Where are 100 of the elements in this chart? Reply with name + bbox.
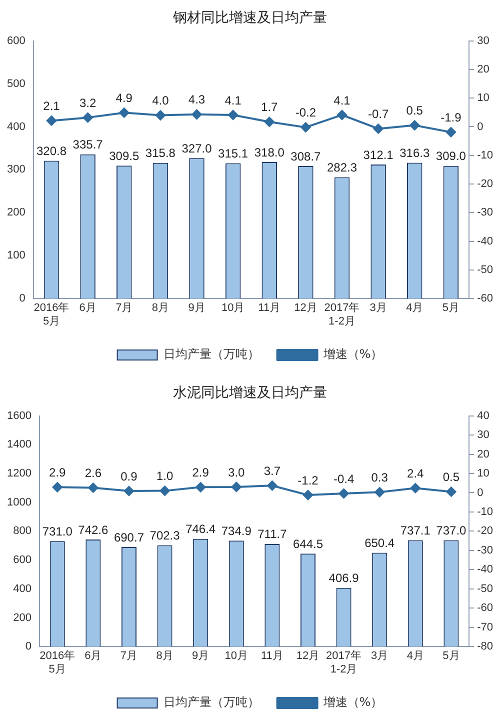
point: [228, 110, 238, 120]
y2-tick-label: -40: [477, 235, 494, 248]
data-label: 2.9: [192, 465, 210, 480]
y2-tick-label: -50: [477, 264, 494, 276]
point: [231, 482, 242, 492]
point: [119, 108, 130, 118]
data-label: 644.5: [292, 536, 324, 551]
x-tick-label: 5月: [442, 302, 460, 314]
data-label: 0.5: [406, 104, 424, 118]
data-label: 318.0: [254, 145, 285, 160]
y-tick-label: 1000: [6, 496, 32, 508]
data-label: 3.2: [79, 96, 96, 110]
point: [374, 487, 385, 498]
data-label: 282.3: [326, 160, 358, 175]
point: [338, 488, 349, 499]
x-tick-label: 8月: [156, 650, 174, 662]
y2-tick-label: 0: [477, 486, 484, 499]
y2-tick-label: 20: [477, 448, 490, 460]
y-tick-label: 1200: [6, 468, 32, 480]
data-label: 309.5: [109, 148, 140, 163]
point: [302, 490, 313, 500]
data-label: 742.6: [78, 522, 109, 537]
y2-tick-label: 10: [477, 92, 490, 104]
chart-title: 水泥同比增速及日均产量: [173, 385, 327, 402]
chart-title: 钢材同比增速及日均产量: [172, 10, 327, 26]
x-tick-label: 12月: [294, 302, 318, 314]
y2-tick-label: 30: [477, 34, 490, 47]
y-tick-label: 600: [6, 34, 26, 47]
point: [410, 483, 420, 494]
point: [124, 486, 134, 496]
point: [446, 486, 456, 497]
y-tick-label: 800: [13, 525, 32, 538]
data-label: 3.0: [228, 465, 246, 480]
data-label: 1.7: [261, 100, 278, 114]
y2-tick-label: -70: [477, 621, 494, 634]
y2-tick-label: -50: [477, 582, 494, 595]
data-label: 1.0: [156, 469, 174, 484]
point: [196, 482, 206, 492]
data-label: 737.0: [436, 524, 467, 538]
x-tick-label: 5月: [442, 650, 460, 662]
data-label: 731.0: [42, 524, 73, 538]
data-label: 737.1: [400, 524, 431, 538]
data-label: 406.9: [328, 571, 360, 586]
data-label: 0.9: [120, 469, 138, 484]
y2-tick-label: -60: [477, 602, 494, 614]
point: [446, 127, 456, 138]
y-tick-label: 200: [6, 206, 26, 219]
data-label: 309.0: [436, 149, 466, 164]
data-label: 4.3: [188, 92, 206, 107]
data-label: 4.1: [334, 93, 351, 108]
point: [160, 486, 170, 496]
y-tick-label: 0: [19, 292, 26, 305]
y2-tick-label: -30: [477, 544, 494, 556]
point: [155, 110, 166, 120]
data-label: 335.7: [72, 138, 104, 152]
legend-label: 日均产量（万吨）: [163, 347, 260, 362]
data-label: -1.2: [298, 473, 319, 488]
y2-tick-label: 30: [477, 429, 490, 442]
x-tick-label: 2016年 5月: [40, 650, 76, 676]
y2-tick-label: -10: [477, 506, 494, 518]
data-label: 690.7: [114, 530, 144, 544]
y2-tick-label: 10: [477, 468, 490, 480]
data-label: 2.4: [407, 466, 424, 480]
y-tick-label: 0: [25, 640, 32, 653]
legend-label: 增速（%）: [322, 347, 383, 362]
x-tick-label: 3月: [370, 302, 387, 314]
data-label: 2.1: [43, 99, 60, 114]
y-tick-label: 1600: [6, 410, 32, 422]
data-label: 320.8: [36, 144, 67, 158]
y2-tick-label: -80: [477, 640, 494, 653]
x-tick-label: 10月: [224, 650, 248, 662]
data-label: -0.2: [295, 106, 316, 120]
y2-tick-label: -20: [477, 178, 494, 190]
data-label: 308.7: [290, 149, 322, 164]
legend-label: 日均产量（万吨）: [163, 695, 260, 710]
point: [300, 122, 311, 132]
point: [410, 120, 420, 130]
x-tick-label: 2016年 5月: [34, 302, 70, 328]
y-tick-label: 1400: [6, 438, 32, 451]
data-label: 2.9: [49, 465, 66, 480]
data-label: 315.1: [218, 146, 248, 161]
data-label: 702.3: [150, 528, 180, 543]
y-tick-label: 100: [6, 250, 26, 262]
data-label: 315.8: [145, 146, 176, 160]
y2-tick-label: -60: [477, 292, 494, 305]
x-tick-label: 2017年 1-2月: [326, 650, 362, 676]
x-tick-label: 9月: [192, 650, 210, 662]
y-tick-label: 300: [6, 164, 26, 176]
y2-tick-label: -10: [477, 149, 494, 162]
point: [192, 109, 202, 120]
x-tick-label: 12月: [296, 650, 320, 662]
data-label: -0.4: [333, 472, 354, 486]
y-tick-label: 200: [13, 612, 32, 624]
point: [337, 110, 348, 120]
y-tick-label: 400: [6, 120, 26, 133]
x-tick-label: 6月: [84, 650, 102, 662]
y2-tick-label: -20: [477, 525, 494, 538]
y-tick-label: 400: [13, 582, 32, 595]
data-label: 2.6: [84, 466, 102, 480]
point: [373, 124, 384, 134]
